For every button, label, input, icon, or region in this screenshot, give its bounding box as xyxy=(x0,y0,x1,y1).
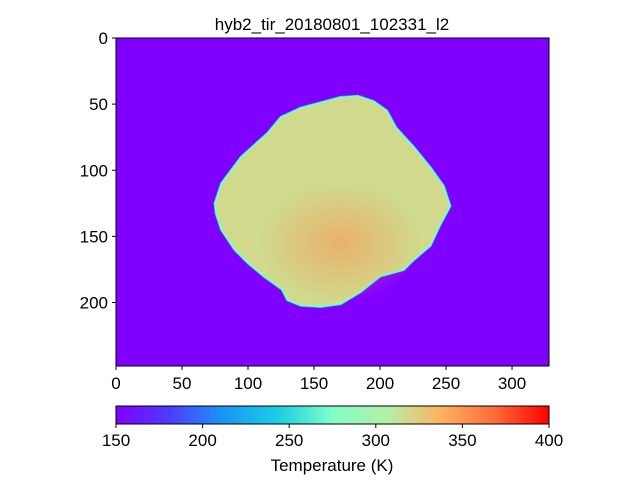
colorbar-tick-label: 400 xyxy=(535,431,563,450)
y-tick-label: 150 xyxy=(80,227,108,246)
x-tick-label: 200 xyxy=(366,374,394,393)
colorbar-axis: 150 200 250 300 350 400 xyxy=(102,424,563,450)
x-tick-label: 250 xyxy=(432,374,460,393)
colorbar-tick-label: 350 xyxy=(448,431,476,450)
warm-region xyxy=(261,183,420,303)
x-axis: 0 50 100 150 200 250 300 xyxy=(111,366,526,393)
y-axis: 0 50 100 150 200 xyxy=(80,29,116,313)
colorbar-label: Temperature (K) xyxy=(271,456,394,475)
colorbar-tick-label: 200 xyxy=(188,431,216,450)
colorbar-tick-label: 150 xyxy=(102,431,130,450)
x-tick-label: 50 xyxy=(173,374,192,393)
colorbar-tick-label: 300 xyxy=(362,431,390,450)
x-tick-label: 300 xyxy=(498,374,526,393)
chart-title: hyb2_tir_20180801_102331_l2 xyxy=(215,15,449,34)
x-tick-label: 150 xyxy=(300,374,328,393)
plot-area xyxy=(116,38,549,366)
colorbar-tick-label: 250 xyxy=(275,431,303,450)
x-tick-label: 100 xyxy=(234,374,262,393)
y-tick-label: 100 xyxy=(80,161,108,180)
y-tick-label: 200 xyxy=(80,294,108,313)
y-tick-label: 0 xyxy=(99,29,108,48)
plot-frame xyxy=(115,37,550,367)
y-tick-label: 50 xyxy=(89,95,108,114)
colorbar xyxy=(115,405,550,425)
x-tick-label: 0 xyxy=(111,374,120,393)
